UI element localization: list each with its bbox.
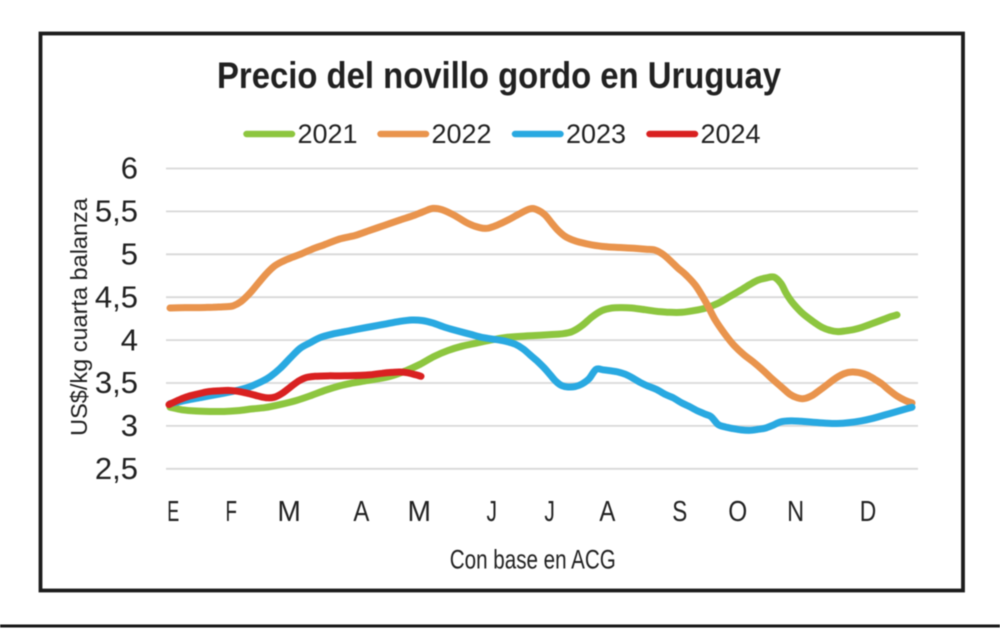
svg-text:US$/kg cuarta balanza: US$/kg cuarta balanza [66,197,92,436]
svg-text:3,5: 3,5 [95,365,138,400]
svg-text:J: J [486,496,497,528]
svg-text:Con base en ACG: Con base en ACG [450,545,616,575]
svg-text:4: 4 [121,322,138,357]
svg-text:Precio del novillo gordo en Ur: Precio del novillo gordo en Uruguay [217,55,781,96]
svg-text:E: E [167,496,179,528]
svg-text:A: A [599,496,616,528]
svg-text:N: N [787,496,804,528]
svg-text:2,5: 2,5 [95,451,138,486]
svg-text:D: D [860,496,877,528]
svg-text:J: J [544,496,555,528]
svg-text:5,5: 5,5 [95,194,138,229]
svg-text:F: F [225,496,237,528]
svg-text:2024: 2024 [701,119,761,149]
svg-text:6: 6 [121,151,138,186]
svg-text:2023: 2023 [566,119,626,149]
svg-text:O: O [728,496,747,528]
svg-text:5: 5 [121,237,138,272]
svg-text:2022: 2022 [432,119,492,149]
svg-text:M: M [408,496,432,528]
svg-text:3: 3 [121,408,138,443]
svg-text:M: M [277,496,301,528]
svg-text:4,5: 4,5 [95,279,138,314]
svg-text:S: S [672,496,687,528]
svg-text:2021: 2021 [298,119,358,149]
svg-text:A: A [353,496,370,528]
